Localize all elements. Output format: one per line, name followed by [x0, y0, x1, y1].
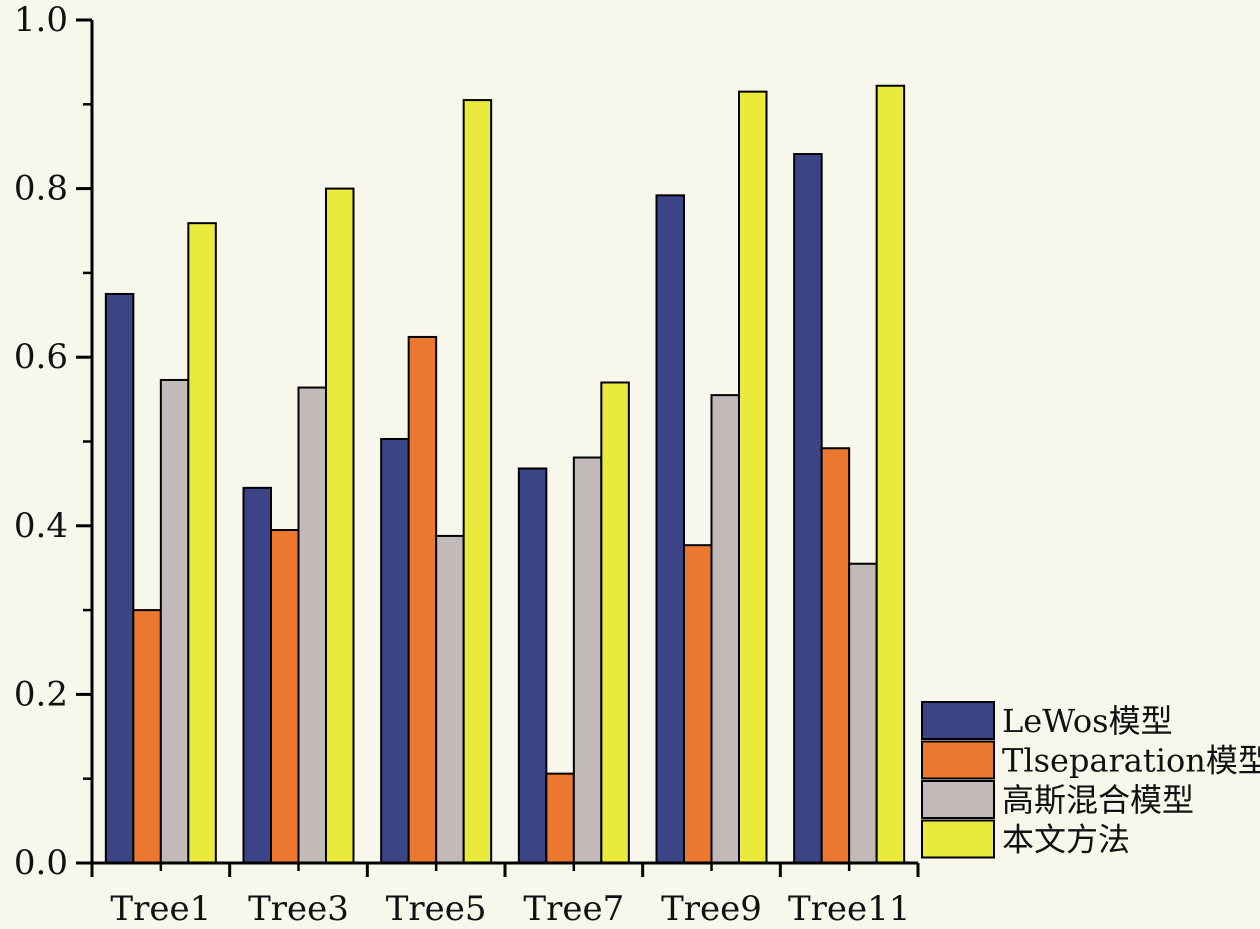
bar-tree7-series-3	[572, 456, 603, 864]
legend-swatch	[921, 819, 995, 859]
legend-label: 高斯混合模型	[1002, 781, 1194, 819]
bar-tree3-series-1	[242, 486, 272, 864]
bar-tree5-series-4	[462, 99, 493, 864]
bar-tree5-series-3	[435, 534, 465, 865]
bar-tree1-series-4	[187, 222, 217, 864]
bar-tree7-series-4	[600, 381, 630, 864]
bar-tree9-series-3	[710, 394, 740, 864]
bar-tree9-series-4	[738, 90, 768, 864]
y-tick-label: 0.8	[14, 169, 68, 209]
bar-tree9-series-1	[655, 194, 685, 864]
y-tick-label: 0.4	[14, 506, 68, 546]
legend-label: LeWos模型	[1002, 702, 1173, 740]
x-tick-label: Tree11	[788, 889, 910, 929]
bars-layer	[104, 84, 906, 865]
bar-tree5-series-2	[407, 335, 438, 864]
bar-tree7-series-2	[545, 772, 575, 865]
y-tick-label: 0.2	[14, 674, 68, 714]
bar-tree7-series-1	[517, 467, 548, 864]
bar-tree11-series-4	[875, 84, 906, 864]
legend-label: 本文方法	[1002, 821, 1130, 859]
x-tick-label: Tree7	[523, 889, 624, 929]
bar-tree3-series-4	[325, 187, 355, 865]
x-tick-label: Tree1	[110, 889, 211, 929]
bar-tree1-series-3	[159, 378, 190, 864]
bar-tree11-series-1	[793, 153, 823, 865]
bar-tree9-series-2	[683, 544, 713, 865]
bar-tree1-series-2	[132, 609, 162, 864]
x-tick-label: Tree3	[248, 889, 349, 929]
y-tick-label: 0.0	[14, 843, 68, 883]
x-tick-label: Tree5	[386, 889, 487, 929]
legend-label: Tlseparation模型	[1002, 742, 1260, 780]
bar-tree11-series-3	[848, 562, 878, 864]
bar-tree11-series-2	[820, 447, 851, 864]
legend-swatch	[921, 701, 995, 740]
y-axis-ticks: 0.0 0.2 0.4 0.6 0.8 1.0	[14, 0, 92, 883]
bar-tree3-series-2	[270, 529, 300, 864]
x-tick-label: Tree9	[661, 889, 762, 929]
legend-swatch	[921, 780, 995, 819]
legend-swatch	[921, 740, 995, 780]
y-tick-label: 1.0	[14, 0, 68, 40]
y-tick-label: 0.6	[14, 337, 68, 377]
bar-tree5-series-1	[380, 437, 410, 864]
x-axis-ticks: Tree1 Tree3 Tree5 Tree7 Tree9 Tree11	[90, 863, 920, 929]
bar-tree1-series-1	[104, 292, 135, 865]
bar-tree3-series-3	[297, 386, 327, 864]
